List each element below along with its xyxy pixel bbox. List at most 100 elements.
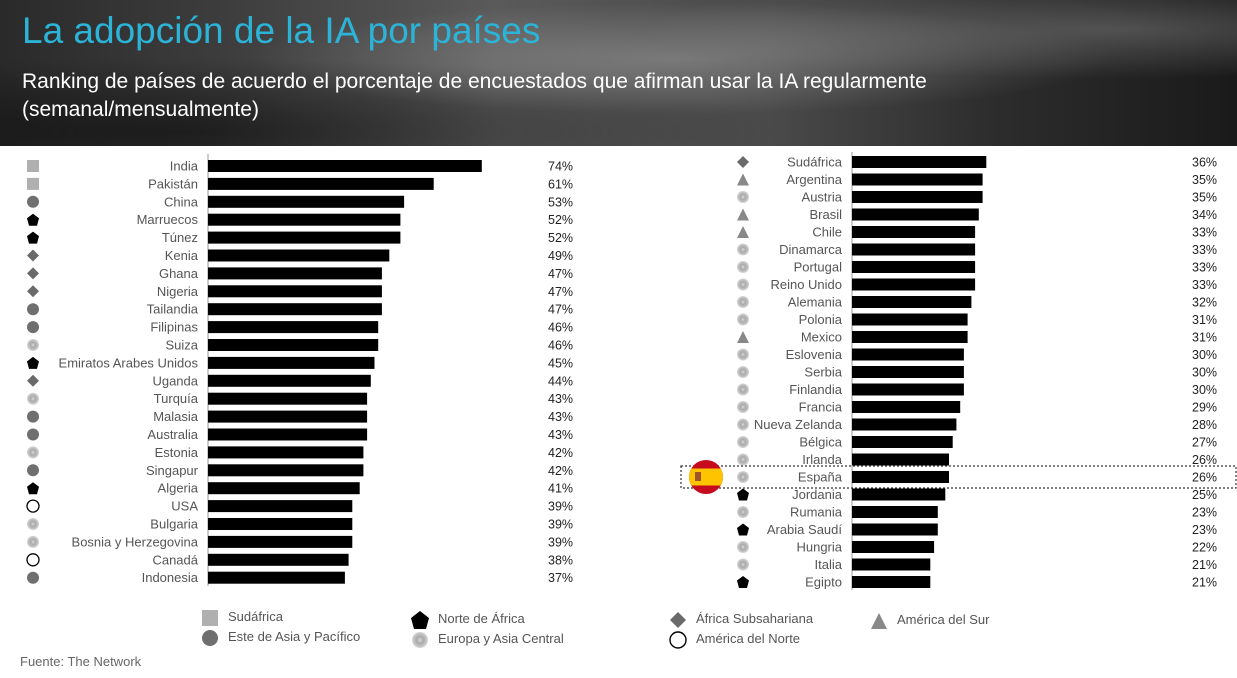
pentagon-icon — [27, 213, 39, 226]
bar — [208, 428, 368, 441]
value-label: 33% — [1192, 243, 1217, 257]
category-label: Finlandia — [789, 382, 843, 397]
pentagon-icon — [737, 488, 749, 501]
sphere-icon — [737, 541, 749, 553]
category-label: Filipinas — [150, 320, 198, 335]
circle-icon — [27, 410, 39, 423]
bar — [852, 401, 961, 413]
bar — [852, 331, 968, 343]
value-label: 49% — [548, 249, 573, 263]
bar — [208, 410, 368, 423]
legend-label: Norte de África — [438, 611, 525, 626]
sphere-icon — [737, 366, 749, 378]
bar — [208, 374, 371, 387]
category-label: Nigeria — [157, 284, 199, 299]
value-label: 47% — [548, 285, 573, 299]
category-label: Rumania — [790, 505, 843, 520]
value-label: 35% — [1192, 191, 1217, 205]
category-label: Argentina — [786, 172, 842, 187]
category-label: Marruecos — [137, 212, 199, 227]
category-label: Ghana — [159, 266, 199, 281]
bar — [852, 173, 983, 186]
bar — [852, 523, 938, 536]
pentagon-icon — [27, 482, 39, 495]
category-label: Bulgaria — [150, 517, 198, 532]
pentagon-icon — [27, 231, 39, 244]
category-label: Malasia — [153, 409, 199, 424]
sphere-icon — [737, 558, 749, 571]
bar — [852, 383, 964, 396]
page-subtitle: Ranking de países de acuerdo el porcenta… — [22, 70, 927, 121]
bar — [208, 321, 379, 334]
bar — [208, 518, 353, 530]
bar-chart: India 74% Pakistán 61% China 53% Marruecos 52% T… — [26, 152, 1237, 590]
bar — [208, 500, 353, 513]
value-label: 52% — [548, 213, 573, 227]
value-label: 29% — [1192, 401, 1217, 415]
circle-icon — [202, 630, 218, 646]
bar — [208, 249, 390, 262]
sphere-icon — [737, 348, 749, 361]
legend-label: Europa y Asia Central — [438, 631, 564, 646]
bar — [852, 296, 972, 308]
value-label: 61% — [548, 177, 573, 191]
legend-label: Sudáfrica — [228, 609, 283, 624]
sphere-icon — [737, 191, 749, 203]
sphere-icon — [737, 261, 749, 273]
bar — [208, 285, 382, 298]
diamond-icon — [670, 612, 686, 628]
category-label: Eslovenia — [786, 347, 843, 362]
category-label: Suiza — [165, 338, 198, 353]
pentagon-icon — [411, 611, 429, 629]
bar — [852, 436, 953, 448]
bar — [208, 231, 401, 244]
circle-icon — [27, 571, 39, 584]
value-label: 36% — [1192, 156, 1217, 170]
sphere-icon — [27, 535, 39, 548]
category-label: Italia — [815, 557, 843, 572]
category-label: Hungria — [796, 540, 842, 555]
bar — [208, 303, 382, 316]
bar — [852, 261, 976, 273]
value-label: 27% — [1192, 436, 1217, 450]
value-label: 42% — [548, 464, 573, 478]
category-label: Irlanda — [802, 452, 843, 467]
diamond-icon — [27, 374, 39, 387]
category-label: Francia — [799, 400, 843, 415]
diamond-icon — [737, 156, 749, 168]
category-label: Singapur — [146, 463, 199, 478]
sphere-icon — [27, 518, 39, 530]
sphere-icon — [737, 418, 749, 431]
value-label: 52% — [548, 231, 573, 245]
value-label: 35% — [1192, 173, 1217, 187]
sphere-icon — [27, 446, 39, 459]
hollow-icon — [26, 553, 40, 567]
square-icon — [202, 610, 218, 626]
bar — [852, 506, 938, 518]
bar — [852, 156, 987, 168]
category-label: Brasil — [809, 207, 842, 222]
bar — [852, 576, 931, 588]
bar — [208, 213, 401, 226]
value-label: 39% — [548, 500, 573, 514]
category-label: Pakistán — [148, 176, 198, 191]
value-label: 25% — [1192, 488, 1217, 502]
value-label: 43% — [548, 410, 573, 424]
triangle-icon — [737, 331, 749, 343]
sphere-icon — [737, 243, 749, 256]
circle-icon — [27, 321, 39, 334]
value-label: 28% — [1192, 418, 1217, 432]
category-label: Alemania — [788, 295, 843, 310]
value-label: 23% — [1192, 523, 1217, 537]
bar — [208, 464, 364, 477]
category-label: India — [170, 159, 199, 174]
value-label: 31% — [1192, 331, 1217, 345]
map-background-image — [0, 0, 1237, 146]
value-label: 43% — [548, 392, 573, 406]
bar — [208, 482, 360, 495]
bar — [852, 471, 949, 483]
category-label: Turquía — [154, 391, 199, 406]
sphere-icon — [737, 506, 749, 518]
value-label: 47% — [548, 303, 573, 317]
value-label: 30% — [1192, 348, 1217, 362]
